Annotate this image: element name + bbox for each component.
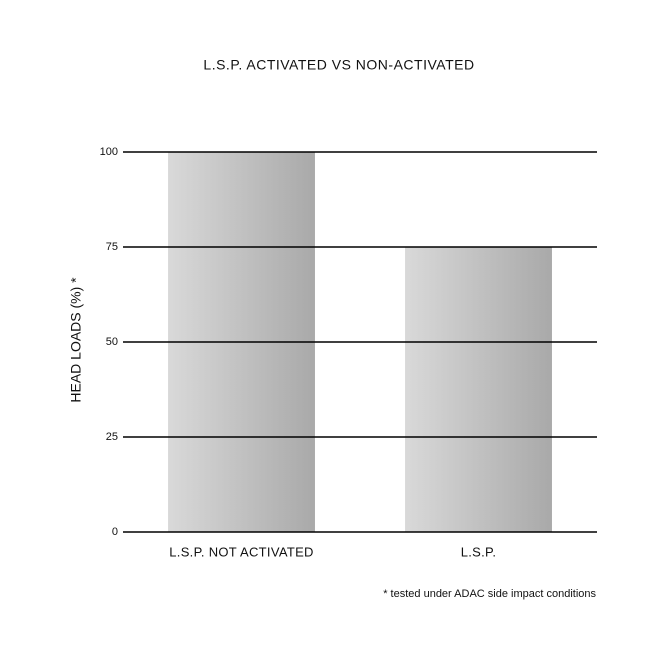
y-tick-label: 75	[106, 241, 118, 253]
y-tick-label: 50	[106, 336, 118, 348]
y-tick-label: 25	[106, 431, 118, 443]
x-tick-label: L.S.P. NOT ACTIVATED	[169, 544, 313, 559]
y-tick-label: 0	[112, 526, 118, 538]
bar	[405, 247, 552, 532]
y-axis-label: HEAD LOADS (%) *	[68, 277, 84, 403]
footnote: * tested under ADAC side impact conditio…	[383, 588, 596, 600]
y-tick-label: 100	[100, 146, 118, 158]
chart-title: L.S.P. ACTIVATED VS NON-ACTIVATED	[203, 57, 474, 73]
x-tick-label: L.S.P.	[461, 544, 497, 559]
